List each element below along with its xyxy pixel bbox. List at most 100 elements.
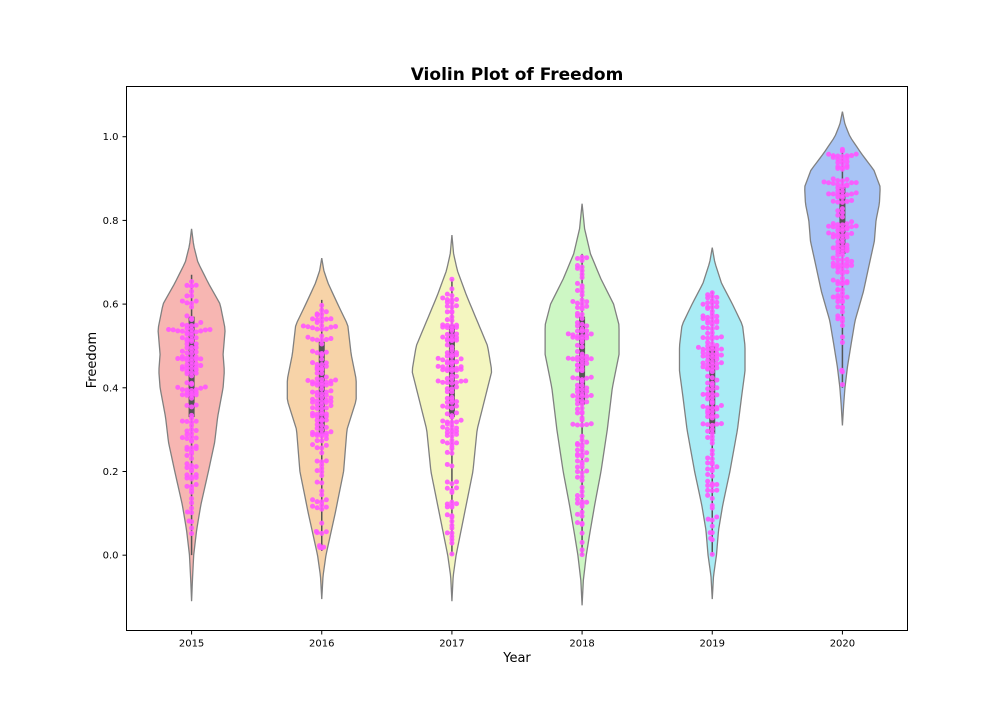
swarm-point	[310, 316, 316, 322]
y-tick-label: 0.2	[103, 467, 119, 478]
swarm-point	[714, 365, 720, 371]
swarm-point	[189, 347, 195, 353]
swarm-point	[189, 404, 195, 410]
swarm-point	[319, 406, 325, 412]
swarm-point	[700, 350, 706, 356]
chart-title: Violin Plot of Freedom	[411, 65, 624, 85]
swarm-point	[579, 264, 585, 270]
swarm-point	[189, 317, 195, 323]
swarm-point	[705, 335, 711, 341]
swarm-point	[844, 165, 850, 171]
swarm-point	[179, 392, 185, 398]
swarm-point	[186, 518, 192, 524]
swarm-point	[830, 224, 836, 230]
swarm-point	[440, 334, 446, 340]
swarm-point	[709, 290, 715, 296]
swarm-point	[316, 543, 322, 549]
swarm-point	[314, 337, 320, 343]
swarm-point	[184, 446, 190, 452]
swarm-point	[579, 405, 585, 411]
swarm-point	[844, 198, 850, 204]
swarm-point	[579, 306, 585, 312]
swarm-point	[314, 505, 320, 511]
swarm-point	[440, 379, 446, 385]
swarm-point	[449, 389, 455, 395]
swarm-point	[449, 276, 455, 282]
swarm-point	[193, 361, 199, 367]
swarm-point	[328, 395, 334, 401]
swarm-point	[310, 442, 316, 448]
swarm-point	[319, 488, 325, 494]
swarm-point	[319, 450, 325, 456]
swarm-point	[189, 422, 195, 428]
swarm-point	[705, 386, 711, 392]
swarm-point	[584, 468, 590, 474]
swarm-point	[826, 191, 832, 197]
swarm-point	[579, 292, 585, 298]
swarm-point	[835, 243, 841, 249]
swarm-point	[714, 421, 720, 427]
swarm-point	[579, 417, 585, 423]
swarm-point	[184, 362, 190, 368]
swarm-point	[314, 414, 320, 420]
swarm-point	[579, 503, 585, 509]
swarm-point	[449, 514, 455, 520]
swarm-point	[709, 426, 715, 432]
swarm-point	[718, 352, 724, 358]
swarm-point	[449, 347, 455, 353]
swarm-point	[463, 378, 469, 384]
swarm-point	[449, 430, 455, 436]
swarm-point	[323, 504, 329, 510]
swarm-point	[193, 282, 199, 288]
swarm-point	[323, 442, 329, 448]
swarm-point	[189, 279, 195, 285]
swarm-point	[709, 293, 715, 299]
swarm-point	[844, 183, 850, 189]
swarm-point	[839, 166, 845, 172]
swarm-point	[319, 367, 325, 373]
swarm-point	[714, 361, 720, 367]
swarm-point	[189, 288, 195, 294]
swarm-point	[189, 434, 195, 440]
swarm-point	[193, 329, 199, 335]
swarm-point	[579, 447, 585, 453]
swarm-point	[705, 428, 711, 434]
swarm-point	[830, 245, 836, 251]
swarm-point	[454, 479, 460, 485]
swarm-point	[844, 176, 850, 182]
swarm-point	[449, 399, 455, 405]
swarm-point	[844, 221, 850, 227]
swarm-point	[695, 344, 701, 350]
swarm-point	[454, 440, 460, 446]
swarm-point	[444, 376, 450, 381]
swarm-point	[449, 537, 455, 543]
swarm-point	[579, 509, 585, 515]
swarm-point	[179, 348, 185, 354]
swarm-point	[193, 335, 199, 341]
swarm-point	[444, 485, 450, 491]
swarm-point	[709, 304, 715, 310]
swarm-point	[305, 378, 311, 384]
swarm-point	[705, 472, 711, 478]
x-tick-label: 2015	[179, 639, 204, 650]
swarm-point	[844, 159, 850, 165]
swarm-point	[440, 295, 446, 301]
swarm-point	[839, 188, 845, 194]
swarm-point	[830, 255, 836, 261]
swarm-point	[319, 371, 325, 377]
swarm-point	[449, 504, 455, 510]
swarm-point	[830, 198, 836, 204]
swarm-point	[319, 326, 325, 332]
swarm-point	[193, 298, 199, 304]
swarm-point	[709, 488, 715, 494]
swarm-point	[709, 336, 715, 342]
swarm-point	[314, 401, 320, 407]
swarm-point	[319, 502, 325, 508]
swarm-point	[184, 313, 190, 319]
swarm-point	[574, 397, 580, 403]
swarm-point	[705, 392, 711, 398]
swarm-point	[700, 391, 706, 397]
swarm-point	[579, 257, 585, 263]
swarm-point	[709, 330, 715, 336]
